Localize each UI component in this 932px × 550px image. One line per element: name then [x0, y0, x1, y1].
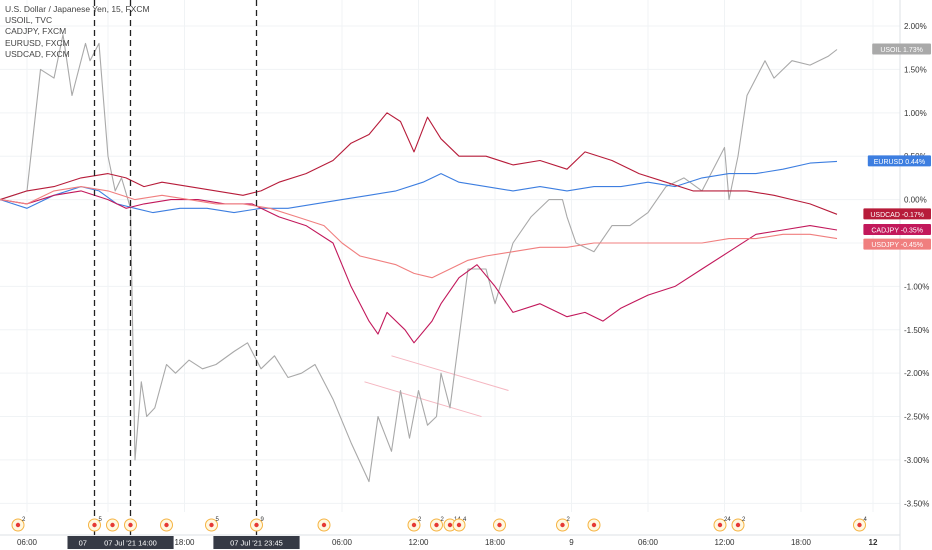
x-tick-label: 06:00 [17, 538, 38, 547]
y-tick-label: -2.00% [904, 369, 929, 378]
y-tick-label: -1.50% [904, 326, 929, 335]
event-marker-dot [434, 522, 439, 528]
event-count-label: 2 [418, 517, 422, 523]
x-tick-label: 06:00 [332, 538, 353, 547]
price-label-usdjpy: USDJPY -0.45% [871, 242, 923, 249]
event-marker-dot [321, 522, 327, 528]
event-marker-dot [857, 522, 862, 528]
series-line-eurusd [0, 160, 838, 214]
chart-legend: U.S. Dollar / Japanese Yen, 15, FXCM USO… [5, 4, 150, 60]
y-tick-label: -2.50% [904, 413, 929, 422]
y-tick-label: 2.00% [904, 22, 927, 31]
event-marker-dot [164, 522, 169, 528]
event-count-label: 2 [742, 517, 746, 523]
event-marker-dot [447, 522, 453, 528]
price-label-usoil: USOIL 1.73% [880, 47, 923, 54]
series-line-usdcad [0, 112, 838, 215]
event-marker-dot [591, 522, 597, 528]
x-tick-label: 18:00 [174, 538, 195, 547]
x-tick-label: 06:00 [638, 538, 659, 547]
legend-item-eurusd: EURUSD, FXCM [5, 37, 70, 48]
y-tick-label: 1.00% [904, 109, 927, 118]
y-tick-label: -3.00% [904, 456, 929, 465]
event-marker-dot [735, 522, 741, 528]
event-count-label: 2 [22, 517, 26, 523]
x-tick-label: 12 [869, 538, 878, 547]
event-count-label: 5 [99, 517, 103, 523]
event-count-label: 2 [441, 517, 445, 523]
event-count-label: 24 [724, 517, 731, 523]
event-marker-dot [209, 522, 214, 528]
y-tick-label: 1.50% [904, 65, 927, 74]
series-line-usoil [0, 34, 838, 483]
legend-item-cadjpy: CADJPY, FXCM [5, 26, 67, 37]
trend-line[interactable] [391, 355, 509, 391]
event-marker-dot [411, 522, 417, 528]
y-tick-label: 0.00% [904, 196, 927, 205]
y-tick-label: -1.00% [904, 282, 929, 291]
series-line-cadjpy [0, 190, 838, 344]
crosshair-time-label: 07 Jul '21 23:45 [230, 539, 283, 548]
event-count-label: 2 [567, 517, 571, 523]
event-marker-dot [128, 522, 133, 528]
event-marker-dot [497, 522, 502, 528]
crosshair-time-label-bg [87, 536, 174, 549]
y-tick-label: -3.50% [904, 499, 929, 508]
price-label-bg-usdcad [863, 208, 931, 220]
event-marker-dot [110, 522, 115, 528]
x-tick-label: 12:00 [714, 538, 735, 547]
price-label-bg-cadjpy [863, 223, 931, 235]
series-line-usdjpy [0, 186, 838, 279]
x-tick-label: 18:00 [485, 538, 506, 547]
price-label-bg-usdjpy [863, 238, 931, 250]
event-count-label: 5 [216, 517, 220, 523]
event-count-label: 4 [463, 517, 467, 523]
legend-main-symbol: U.S. Dollar / Japanese Yen, 15, FXCM [5, 4, 150, 14]
x-tick-label: 9 [569, 538, 574, 547]
event-marker-dot [717, 522, 723, 528]
x-tick-label: 12:00 [408, 538, 429, 547]
event-marker-dot [456, 522, 462, 528]
trend-line[interactable] [364, 381, 482, 418]
price-label-usdcad: USDCAD -0.17% [870, 212, 924, 219]
event-count-label: 9 [261, 517, 265, 523]
event-marker-dot [254, 522, 259, 528]
x-tick-label: 18:00 [791, 538, 812, 547]
price-label-bg-eurusd [867, 155, 931, 167]
crosshair-time-label-bg [213, 536, 300, 549]
price-label-eurusd: EURUSD 0.44% [874, 159, 925, 166]
event-marker-dot [560, 522, 565, 528]
event-count-label: 4 [864, 517, 868, 523]
event-marker-dot [15, 522, 21, 528]
crosshair-time-label: 07 Jul '21 14:00 [104, 539, 157, 548]
price-label-cadjpy: CADJPY -0.35% [871, 227, 923, 234]
legend-item-usoil: USOIL, TVC [5, 15, 53, 26]
legend-item-usdcad: USDCAD, FXCM [5, 48, 70, 59]
price-label-bg-usoil [872, 43, 931, 55]
event-marker-dot [92, 522, 97, 528]
